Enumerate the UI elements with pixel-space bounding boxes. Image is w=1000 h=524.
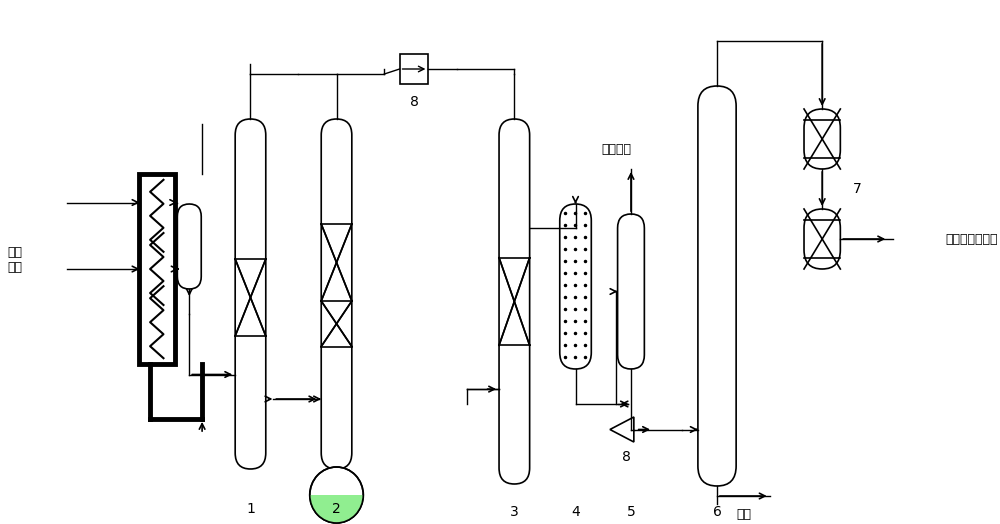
Text: 稀释
蝉汽: 稀释 蝉汽 xyxy=(8,246,23,274)
FancyBboxPatch shape xyxy=(804,209,840,269)
Text: 8: 8 xyxy=(622,450,631,464)
Text: 1: 1 xyxy=(246,502,255,516)
Wedge shape xyxy=(310,495,363,523)
FancyBboxPatch shape xyxy=(560,204,591,369)
FancyBboxPatch shape xyxy=(235,119,266,469)
FancyBboxPatch shape xyxy=(804,109,840,169)
FancyBboxPatch shape xyxy=(698,86,736,486)
Text: 7: 7 xyxy=(853,182,862,196)
Text: 2: 2 xyxy=(332,502,341,516)
Polygon shape xyxy=(610,417,634,442)
Text: 去后续分离系统: 去后续分离系统 xyxy=(946,233,998,246)
Text: 5: 5 xyxy=(627,505,635,519)
Bar xyxy=(139,174,175,364)
FancyBboxPatch shape xyxy=(321,119,352,469)
Circle shape xyxy=(310,467,363,523)
FancyBboxPatch shape xyxy=(177,204,201,289)
Text: 碳三: 碳三 xyxy=(736,508,751,520)
FancyBboxPatch shape xyxy=(618,214,644,369)
Text: 6: 6 xyxy=(713,505,721,519)
Text: 3: 3 xyxy=(510,505,519,519)
Text: 8: 8 xyxy=(410,95,418,109)
Text: 4: 4 xyxy=(571,505,580,519)
FancyBboxPatch shape xyxy=(499,119,530,484)
Bar xyxy=(400,54,428,84)
Text: 甲烷、氢: 甲烷、氢 xyxy=(602,143,632,156)
